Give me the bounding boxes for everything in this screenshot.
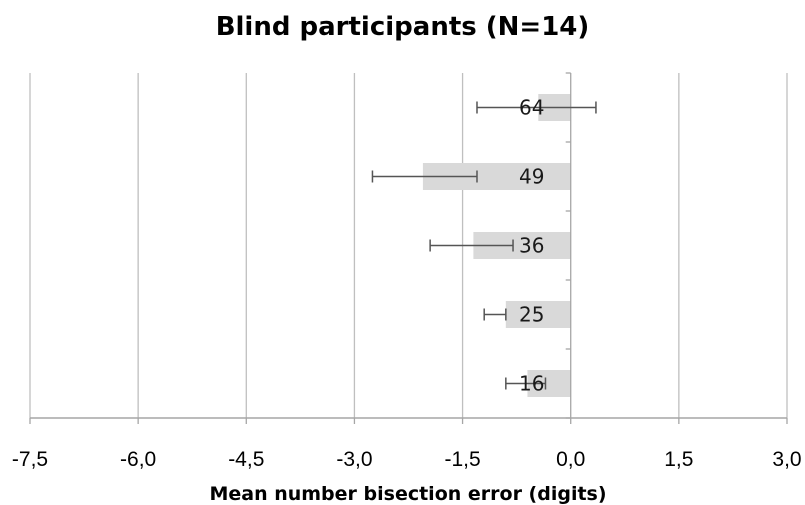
data-labels: 64 49 36 25 16 xyxy=(519,96,544,396)
category-label: 16 xyxy=(519,372,544,396)
error-bars xyxy=(371,101,597,390)
bar xyxy=(505,301,571,328)
x-tick-labels: -7,5 -6,0 -4,5 -3,0 -1,5 0,0 1,5 3,0 xyxy=(12,448,802,471)
x-tick-label: -1,5 xyxy=(444,448,480,471)
x-tick-label: -7,5 xyxy=(12,448,48,471)
x-tick-label: 1,5 xyxy=(664,448,693,471)
x-tick-label: 3,0 xyxy=(772,448,801,471)
x-tick-label: -3,0 xyxy=(336,448,372,471)
category-label: 49 xyxy=(519,165,544,189)
category-label: 25 xyxy=(519,303,544,327)
x-tick-label: -6,0 xyxy=(120,448,156,471)
gridlines xyxy=(29,73,788,418)
x-tick-label: 0,0 xyxy=(556,448,585,471)
axes xyxy=(29,72,788,424)
x-axis-title: Mean number bisection error (digits) xyxy=(209,483,606,505)
category-label: 64 xyxy=(519,96,544,120)
x-tick-label: -4,5 xyxy=(228,448,264,471)
chart-title: Blind participants (N=14) xyxy=(215,12,590,42)
category-label: 36 xyxy=(519,234,544,258)
